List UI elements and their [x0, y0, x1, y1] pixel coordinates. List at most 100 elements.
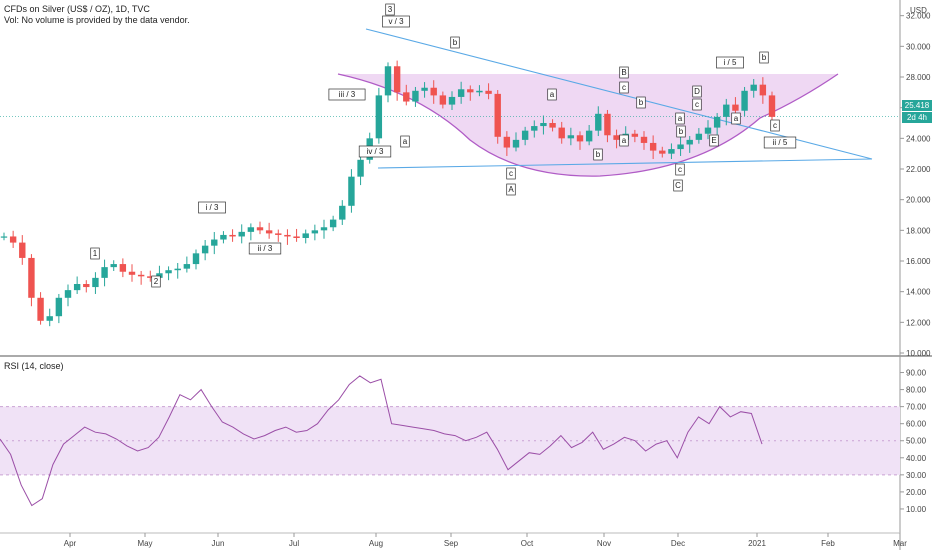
candle-body — [220, 234, 227, 240]
volume-note: Vol: No volume is provided by the data v… — [4, 15, 190, 25]
candle-body — [457, 89, 465, 97]
rsi-tick-label: 70.00 — [906, 403, 927, 412]
candle-body — [256, 227, 264, 231]
rsi-tick-label: 20.00 — [906, 488, 927, 497]
wave-label-box — [358, 145, 392, 158]
candle-body — [695, 133, 703, 140]
candle-body — [238, 231, 245, 237]
rsi-tick-label: 30.00 — [906, 471, 927, 480]
price-tick-label: 10.000 — [906, 349, 931, 358]
wave-label: A — [506, 183, 516, 196]
time-tick-label: Nov — [597, 539, 611, 548]
price-tick-label: 32.000 — [906, 12, 931, 21]
wave-label: D — [692, 85, 702, 98]
price-tick-label: 18.000 — [906, 226, 931, 235]
wave-label-box — [506, 183, 516, 196]
candle-body — [329, 219, 337, 228]
candle-body — [677, 144, 684, 150]
cup-fill — [338, 74, 838, 177]
wave-label-box — [547, 88, 557, 101]
time-tick-label: Apr — [64, 539, 77, 548]
candle-body — [430, 87, 437, 96]
candle-body — [485, 90, 492, 94]
candle-body — [759, 84, 767, 96]
candle-body — [540, 123, 547, 127]
candle-body — [9, 236, 17, 243]
candle-body — [183, 264, 191, 269]
rsi-tick-label: 50.00 — [906, 437, 927, 446]
time-tick-label: Oct — [521, 539, 534, 548]
candle-body — [732, 104, 739, 111]
wave-label: b — [759, 51, 769, 64]
price-tick-label: 30.000 — [906, 42, 931, 51]
candle-body — [713, 116, 721, 128]
candle-body — [567, 135, 575, 139]
wave-label: 2 — [151, 275, 161, 288]
candle-body — [73, 284, 81, 291]
wave-label-text: a — [550, 90, 555, 99]
candle-body — [192, 253, 200, 265]
candle-body — [357, 159, 364, 177]
wave-label-text: c — [695, 100, 699, 109]
candle-body — [265, 230, 273, 234]
price-tick-label: 16.000 — [906, 257, 931, 266]
wave-label-box — [692, 85, 702, 98]
wave-label: iii / 3 — [328, 88, 366, 101]
candle-body — [750, 84, 757, 91]
wave-label-box — [450, 36, 460, 49]
candle-body — [649, 142, 657, 151]
rsi-tick-label: 10.00 — [906, 505, 927, 514]
candle-body — [549, 123, 556, 128]
candle-body — [128, 271, 136, 275]
wave-label-text: b — [453, 38, 458, 47]
chart-title: CFDs on Silver (US$ / OZ), 1D, TVC — [4, 4, 150, 14]
lower-trendline — [377, 158, 873, 169]
candle-body — [55, 297, 63, 317]
wave-label: a — [675, 112, 685, 125]
wave-label-box — [770, 119, 780, 132]
wave-label-text: i / 5 — [724, 58, 737, 67]
wave-label-box — [692, 98, 702, 111]
wave-label-box — [385, 3, 395, 16]
wave-label: a — [547, 88, 557, 101]
candle-body — [576, 135, 584, 142]
wave-label-text: C — [675, 181, 681, 190]
candle-body — [494, 93, 501, 137]
wave-label-box — [198, 201, 226, 214]
wave-label-text: A — [508, 185, 514, 194]
time-tick-label: Feb — [821, 539, 835, 548]
time-tick-label: 2021 — [748, 539, 766, 548]
wave-label-box — [676, 125, 686, 138]
price-tick-label: 22.000 — [906, 165, 931, 174]
price-tick-label: 14.000 — [906, 288, 931, 297]
wave-label-text: iv / 3 — [367, 147, 384, 156]
wave-label-text: a — [678, 114, 683, 123]
candle-body — [375, 95, 383, 139]
wave-label: ii / 5 — [763, 136, 797, 149]
rsi-tick-label: 90.00 — [906, 369, 927, 378]
candle-body — [604, 113, 611, 136]
wave-label-text: c — [509, 169, 513, 178]
candle-body — [659, 150, 666, 154]
wave-label-box — [619, 134, 629, 147]
candle-body — [631, 133, 639, 137]
wave-label-box — [636, 96, 646, 109]
wave-label-text: E — [711, 136, 716, 145]
candle-body — [412, 90, 419, 102]
wave-label: a — [731, 112, 741, 125]
candle-body — [393, 66, 401, 93]
candle-body — [439, 95, 447, 105]
time-tick-label: Dec — [671, 539, 685, 548]
price-tick-label: 20.000 — [906, 196, 931, 205]
candle-body — [156, 273, 163, 278]
wave-label-box — [593, 148, 603, 161]
time-tick-label: Jul — [289, 539, 299, 548]
wave-label: E — [709, 134, 719, 147]
wave-label-text: 1 — [93, 249, 98, 258]
wave-label-text: c — [678, 165, 682, 174]
price-tick-label: 24.000 — [906, 134, 931, 143]
candle-body — [467, 89, 474, 93]
rsi-tick-label: 80.00 — [906, 386, 927, 395]
wave-label: c — [770, 119, 780, 132]
